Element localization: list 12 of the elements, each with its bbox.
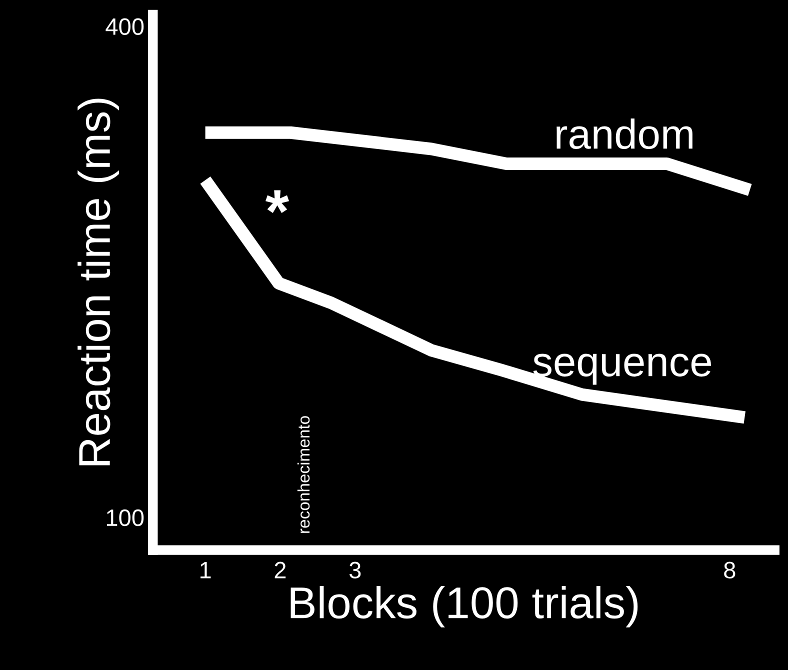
series-label: sequence bbox=[533, 354, 711, 385]
y-tick-label: 400 bbox=[106, 18, 144, 35]
series-label: random bbox=[556, 118, 692, 150]
y-axis-title: Reaction time (ms) bbox=[78, 98, 120, 466]
annotation: reconhecimento bbox=[297, 416, 310, 533]
x-tick-label: 8 bbox=[724, 562, 736, 579]
x-axis-title: Blocks (100 trials) bbox=[290, 586, 638, 628]
x-tick-label: 3 bbox=[349, 562, 361, 579]
y-tick-label: 100 bbox=[106, 509, 144, 526]
annotation: * bbox=[266, 190, 290, 213]
x-tick-label: 1 bbox=[200, 562, 211, 578]
x-tick-label: 2 bbox=[274, 562, 286, 578]
